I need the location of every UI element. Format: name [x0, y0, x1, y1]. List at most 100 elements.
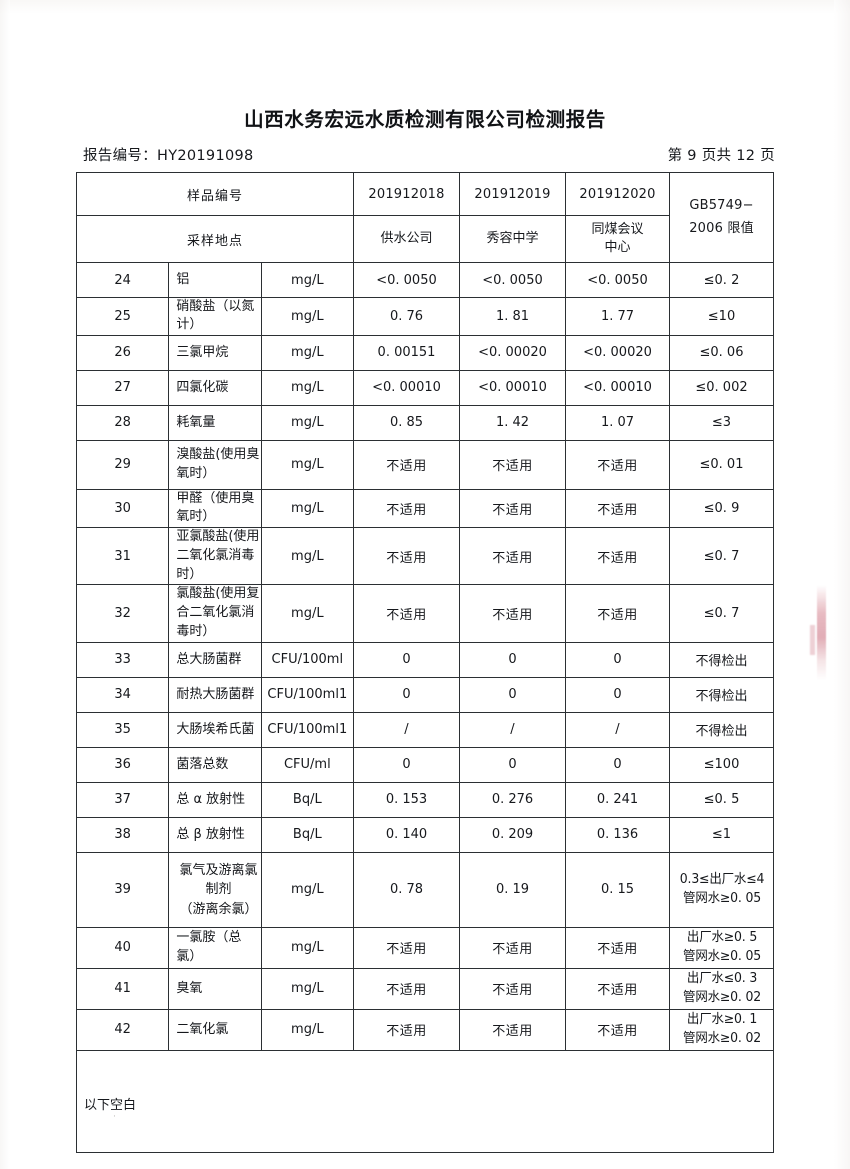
measured-value: / — [459, 711, 566, 748]
page-title: 山西水务宏远水质检测有限公司检测报告 — [244, 108, 606, 131]
parameter-unit: mg/L — [260, 926, 355, 969]
header-standard-limit: GB5749− 2006 限值 — [669, 172, 774, 263]
header-label-sample-no: 样品编号 — [76, 172, 354, 216]
header-sampling-site: 同煤会议 中心 — [565, 215, 670, 263]
row-index: 29 — [75, 439, 170, 490]
measured-value: 不适用 — [459, 967, 566, 1010]
measured-value: 不适用 — [565, 488, 670, 528]
measured-value: 不适用 — [565, 439, 670, 490]
scan-speck: · — [113, 1112, 116, 1122]
parameter-unit: mg/L — [260, 262, 355, 298]
parameter-unit: mg/L — [260, 297, 355, 336]
row-index: 42 — [75, 1008, 170, 1051]
parameter-name: 氯酸盐(使用复合二氧化氯消毒时） — [168, 584, 262, 643]
parameter-name: 总大肠菌群 — [168, 641, 262, 678]
standard-limit-value: 不得检出 — [669, 711, 774, 748]
parameter-name: 硝酸盐（以氮计） — [168, 297, 262, 336]
parameter-name: 总 α 放射性 — [168, 781, 262, 818]
parameter-unit: CFU/100ml — [260, 641, 355, 678]
table-row: 31 亚氯酸盐(使用二氧化氯消毒时） mg/L 不适用 不适用 不适用 ≤0. 7 — [75, 526, 774, 586]
standard-limit-value: ≤0. 2 — [669, 262, 774, 298]
standard-limit-value: ≤0. 002 — [669, 369, 774, 406]
table-row: 38 总 β 放射性 Bq/L 0. 140 0. 209 0. 136 ≤1 — [75, 816, 774, 853]
parameter-name: 菌落总数 — [168, 746, 262, 783]
standard-limit-value: ≤0. 01 — [669, 439, 774, 490]
scan-edge-left — [0, 0, 10, 1169]
measured-value: 不适用 — [353, 526, 460, 586]
header-sample-number: 201912019 — [459, 172, 566, 216]
measured-value: 不适用 — [353, 926, 460, 969]
table-row: 40 一氯胺（总氯） mg/L 不适用 不适用 不适用 出厂水≥0. 5 管网水≥0. 05 — [75, 926, 774, 969]
measured-value: 0 — [459, 641, 566, 678]
row-index: 41 — [75, 967, 170, 1010]
row-index: 39 — [75, 851, 170, 928]
row-index: 40 — [75, 926, 170, 969]
row-index: 25 — [75, 297, 170, 336]
measured-value: 不适用 — [459, 439, 566, 490]
parameter-name: 一氯胺（总氯） — [168, 926, 262, 969]
table-row: 28 耗氧量 mg/L 0. 85 1. 42 1. 07 ≤3 — [75, 404, 774, 441]
report-meta: 报告编号：HY20191098 第 9 页共 12 页 — [78, 144, 775, 166]
measured-value: 不适用 — [565, 967, 670, 1010]
measured-value: <0. 00020 — [459, 334, 566, 371]
table-header-row-sampling-site: 采样地点 供水公司 秀容中学 同煤会议 中心 — [76, 215, 774, 263]
parameter-unit: CFU/100ml1 — [260, 676, 355, 713]
standard-limit-value: ≤0. 9 — [669, 488, 774, 528]
standard-limit-value: ≤1 — [669, 816, 774, 853]
standard-limit-value: 不得检出 — [669, 641, 774, 678]
measured-value: 不适用 — [353, 488, 460, 528]
measured-value: 0. 76 — [353, 297, 460, 336]
parameter-unit: mg/L — [260, 967, 355, 1010]
header-label-sampling-site: 采样地点 — [76, 215, 354, 263]
measured-value: 0. 19 — [459, 851, 566, 928]
table-row: 25 硝酸盐（以氮计） mg/L 0. 76 1. 81 1. 77 ≤10 — [75, 297, 774, 336]
parameter-unit: mg/L — [260, 851, 355, 928]
measured-value: 0 — [459, 746, 566, 783]
measured-value: 不适用 — [353, 967, 460, 1010]
standard-limit-value: ≤100 — [669, 746, 774, 783]
measured-value: 0 — [459, 676, 566, 713]
row-index: 34 — [75, 676, 170, 713]
measured-value: 0 — [353, 641, 460, 678]
row-index: 37 — [75, 781, 170, 818]
measured-value: 不适用 — [459, 488, 566, 528]
measured-value: 1. 77 — [565, 297, 670, 336]
measured-value: 0. 209 — [459, 816, 566, 853]
measured-value: 0. 276 — [459, 781, 566, 818]
measured-value: 0. 78 — [353, 851, 460, 928]
parameter-unit: mg/L — [260, 404, 355, 441]
measured-value: 0 — [353, 676, 460, 713]
measured-value: <0. 0050 — [565, 262, 670, 298]
measured-value: 1. 42 — [459, 404, 566, 441]
measured-value: 不适用 — [353, 439, 460, 490]
results-table: 样品编号 201912018 201912019 201912020 GB5749− 20… — [75, 172, 774, 1153]
parameter-unit: Bq/L — [260, 781, 355, 818]
measured-value: 0 — [565, 676, 670, 713]
measured-value: 0. 241 — [565, 781, 670, 818]
parameter-name: 甲醛（使用臭氧时） — [168, 488, 262, 528]
measured-value: 0. 15 — [565, 851, 670, 928]
parameter-name: 亚氯酸盐(使用二氧化氯消毒时） — [168, 526, 262, 586]
header-sample-number: 201912020 — [565, 172, 670, 216]
measured-value: 0. 85 — [353, 404, 460, 441]
standard-limit-value: 不得检出 — [669, 676, 774, 713]
measured-value: 不适用 — [565, 584, 670, 643]
parameter-unit: mg/L — [260, 584, 355, 643]
parameter-name: 溴酸盐(使用臭氧时） — [168, 439, 262, 490]
scan-edge-right — [834, 0, 850, 1169]
table-row: 42 二氧化氯 mg/L 不适用 不适用 不适用 出厂水≥0. 1 管网水≥0. 02 — [75, 1008, 774, 1051]
parameter-unit: mg/L — [260, 526, 355, 586]
measured-value: 不适用 — [565, 526, 670, 586]
measured-value: <0. 0050 — [353, 262, 460, 298]
table-row: 32 氯酸盐(使用复合二氧化氯消毒时） mg/L 不适用 不适用 不适用 ≤0. 7 — [75, 584, 774, 643]
table-row: 29 溴酸盐(使用臭氧时） mg/L 不适用 不适用 不适用 ≤0. 01 — [75, 439, 774, 490]
measured-value: 不适用 — [353, 584, 460, 643]
parameter-name: 耗氧量 — [168, 404, 262, 441]
standard-limit-value: ≤0. 7 — [669, 526, 774, 586]
blank-below-note: 以下空白 — [76, 1049, 774, 1153]
measured-value: 1. 81 — [459, 297, 566, 336]
parameter-name: 耐热大肠菌群 — [168, 676, 262, 713]
measured-value: 不适用 — [353, 1008, 460, 1051]
standard-limit-value: ≤3 — [669, 404, 774, 441]
